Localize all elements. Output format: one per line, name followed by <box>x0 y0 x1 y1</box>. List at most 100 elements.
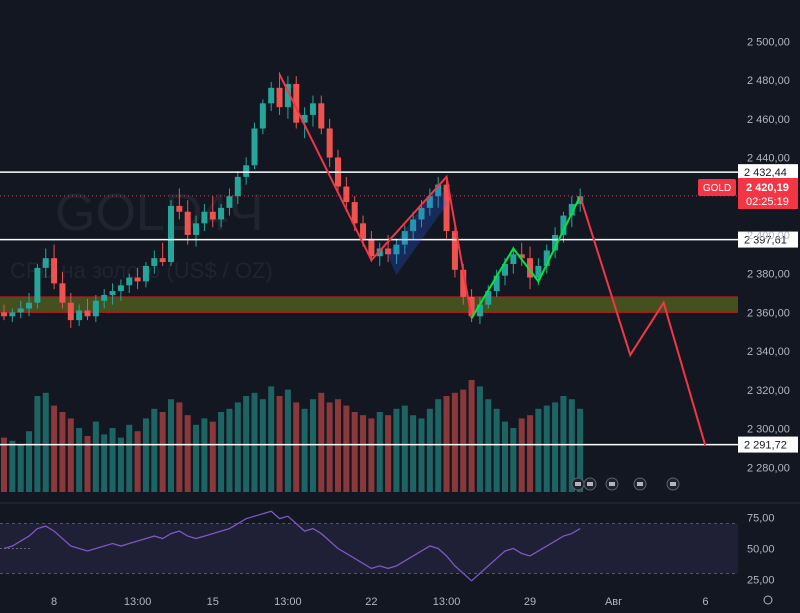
time-tick-label: 15 <box>207 596 219 608</box>
description-watermark: CFD на золото (US$ / OZ) <box>10 258 273 283</box>
price-tick-label: 2 480,00 <box>747 75 790 87</box>
volume-bar <box>401 405 408 492</box>
candle-body <box>34 267 41 303</box>
volume-bar <box>393 408 400 492</box>
volume-bar <box>518 418 525 492</box>
candle-body <box>151 258 158 266</box>
time-tick-label: 13:00 <box>274 596 302 608</box>
price-tick-label: 2 500,00 <box>747 36 790 48</box>
volume-bar <box>17 444 24 492</box>
annotations-layer <box>278 73 707 491</box>
candle-body <box>301 114 308 123</box>
candle-body <box>568 203 575 216</box>
candle-body <box>84 310 91 317</box>
candle-body <box>92 300 99 317</box>
interval-watermark: 4Ч <box>200 184 264 242</box>
volume-bar <box>67 418 74 492</box>
level-price-label: 2 432,44 <box>744 167 787 179</box>
time-tick-label: 8 <box>51 596 57 608</box>
volume-bar <box>159 412 166 492</box>
candle-body <box>51 258 58 284</box>
volume-bar <box>368 418 375 492</box>
price-tick-label: 2 440,00 <box>747 153 790 165</box>
volume-bar <box>226 408 233 492</box>
volume-bar <box>410 415 417 492</box>
candle-body <box>293 83 300 123</box>
candle-body <box>226 196 233 208</box>
volume-bar <box>543 405 550 492</box>
candle-body <box>159 258 166 263</box>
candle-body <box>385 248 392 255</box>
candle-body <box>326 128 333 158</box>
volume-bar <box>1 437 7 492</box>
volume-bar <box>476 386 483 492</box>
candle-body <box>142 265 149 282</box>
candle-body <box>485 291 492 305</box>
candle-body <box>42 258 49 268</box>
level-price-label: 2 291,72 <box>744 440 787 452</box>
candle-body <box>360 223 367 239</box>
flag-channel <box>387 183 448 275</box>
volume-bar <box>151 408 158 492</box>
candle-body <box>134 277 141 282</box>
volume-bar <box>502 421 508 492</box>
candle-body <box>243 165 250 177</box>
volume-bar <box>426 408 433 492</box>
volume-bar <box>318 392 325 492</box>
candle-body <box>318 103 325 129</box>
candle-body <box>510 254 517 264</box>
time-tick-label: 13:00 <box>124 596 152 608</box>
volume-bar <box>193 424 200 492</box>
volume-bar <box>293 402 300 492</box>
candle-body <box>193 223 200 235</box>
volume-bar <box>218 412 225 492</box>
event-flag-icon <box>637 482 643 486</box>
symbol-badge <box>698 179 736 196</box>
candle-body <box>502 263 508 276</box>
candle-body <box>460 269 467 297</box>
rsi-line <box>3 510 581 582</box>
price-tick-label: 2 340,00 <box>747 346 790 358</box>
volume-bar <box>301 408 308 492</box>
volume-bar <box>527 415 534 492</box>
rsi-tick-label: 75,00 <box>747 512 775 524</box>
candle-body <box>126 277 133 286</box>
candle-body <box>451 231 458 270</box>
candle-body <box>67 302 74 321</box>
levels-layer: 2 432,44 2 397,61 2 291,72 <box>0 164 798 453</box>
volume-bar <box>343 405 350 492</box>
candle-body <box>410 219 417 232</box>
volume-bar <box>418 418 425 492</box>
rsi-layer: 75,00 50,00 25,00 <box>0 502 800 587</box>
volume-bar <box>184 415 191 492</box>
volume-bar <box>84 436 91 492</box>
candle-body <box>76 310 83 321</box>
candle-body <box>209 211 216 220</box>
countdown-label: 02:25:19 <box>746 196 789 208</box>
candle-body <box>284 83 291 108</box>
candle-body <box>251 128 258 166</box>
volume-bar <box>76 428 83 492</box>
support-zone <box>0 296 738 313</box>
price-tick-label: 2 360,00 <box>747 307 790 319</box>
volume-bar <box>535 408 542 492</box>
gear-icon[interactable] <box>763 595 773 605</box>
volume-bar <box>126 424 133 492</box>
candle-body <box>535 265 542 278</box>
candle-body <box>493 275 500 292</box>
wave-line <box>470 195 582 319</box>
time-axis-layer: 8 13:00 15 13:00 22 13:00 29 Авг 6 <box>51 596 708 608</box>
candle-body <box>259 103 266 129</box>
volume-bar <box>268 386 275 492</box>
volume-bar <box>568 399 575 492</box>
volume-bar <box>385 415 392 492</box>
candle-body <box>309 103 316 115</box>
candle-body <box>168 205 174 263</box>
candle-body <box>1 312 7 317</box>
rsi-band <box>0 523 738 574</box>
volume-bar <box>109 428 116 492</box>
candle-body <box>476 304 483 317</box>
volume-bar <box>201 418 208 492</box>
volume-bar <box>234 402 241 492</box>
